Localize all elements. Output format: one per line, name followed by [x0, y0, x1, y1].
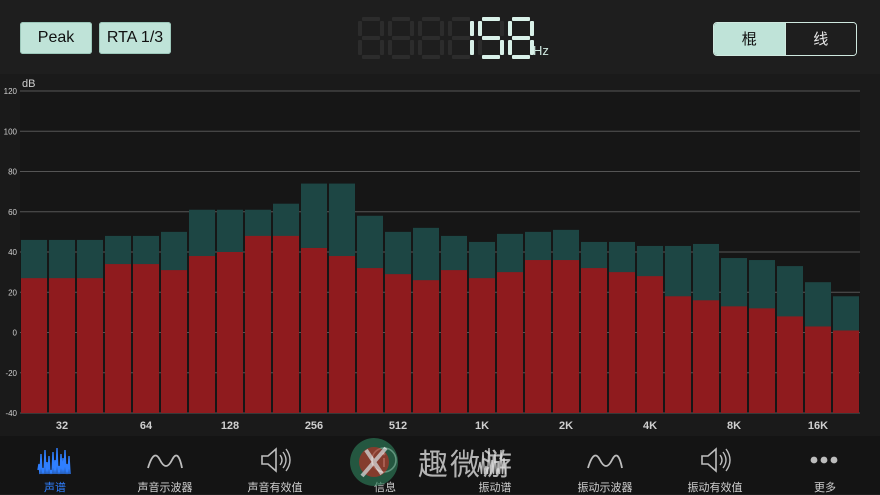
- level-bar: [665, 296, 691, 413]
- level-bar: [217, 252, 243, 413]
- level-bar: [749, 308, 775, 413]
- level-bar: [133, 264, 159, 413]
- waveform-icon: [587, 454, 623, 469]
- x-tick-label: 64: [140, 420, 153, 432]
- level-bar: [777, 316, 803, 413]
- x-tick-label: 256: [305, 420, 323, 432]
- frequency-digit: [478, 17, 504, 59]
- level-bar: [21, 278, 47, 413]
- level-bar: [273, 235, 299, 413]
- bar-mode-button[interactable]: 棍: [714, 23, 785, 55]
- level-bar: [245, 235, 271, 413]
- y-tick-label: 100: [4, 127, 18, 136]
- nav-tab-4[interactable]: 振动谱: [440, 436, 550, 494]
- level-bar: [385, 274, 411, 413]
- level-bar: [441, 270, 467, 413]
- level-bar: [189, 256, 215, 413]
- more-icon: [810, 456, 838, 464]
- level-bar: [329, 256, 355, 413]
- y-tick-label: -40: [5, 409, 17, 418]
- level-bar: [357, 268, 383, 413]
- watermark-text: 趣微游: [418, 448, 514, 483]
- waveform-icon: [147, 454, 183, 469]
- level-bar: [581, 268, 607, 413]
- level-bar: [497, 272, 523, 413]
- nav-tab-label: 振动示波器: [577, 481, 633, 494]
- y-tick-label: -20: [5, 369, 17, 378]
- frequency-digit: [388, 17, 414, 59]
- level-bar: [805, 326, 831, 413]
- frequency-display: [358, 17, 534, 59]
- x-tick-label: 512: [389, 420, 407, 432]
- level-bar: [301, 247, 327, 413]
- info-icon: [371, 447, 397, 473]
- nav-tab-label: 声音有效值: [247, 481, 303, 494]
- x-tick-label: 8K: [727, 420, 741, 432]
- x-tick-label: 1K: [475, 420, 489, 432]
- frequency-digit: [358, 17, 384, 59]
- y-tick-label: 80: [8, 168, 17, 177]
- level-bar: [525, 260, 551, 413]
- rta-button[interactable]: RTA 1/3: [99, 22, 171, 54]
- level-bar: [105, 264, 131, 413]
- nav-tab-6[interactable]: 振动有效值: [660, 436, 770, 494]
- level-bar: [413, 280, 439, 413]
- level-bar: [553, 260, 579, 413]
- level-bar: [49, 278, 75, 413]
- nav-tab-5[interactable]: 振动示波器: [550, 436, 660, 494]
- spectrum-icon: [37, 447, 71, 475]
- display-mode-toggle: 棍 线: [713, 22, 857, 56]
- level-bar: [469, 278, 495, 413]
- frequency-digit: [418, 17, 444, 59]
- nav-tab-label: 更多: [814, 481, 836, 494]
- level-bar: [721, 306, 747, 413]
- y-tick-label: 60: [8, 208, 17, 217]
- level-bar: [77, 278, 103, 413]
- y-tick-label: 20: [8, 288, 17, 297]
- level-bar: [161, 270, 187, 413]
- nav-tab-label: 振动有效值: [687, 481, 743, 494]
- level-bar: [693, 300, 719, 413]
- y-tick-label: 120: [4, 87, 18, 96]
- nav-tab-label: 声谱: [44, 481, 66, 494]
- y-tick-label: 0: [13, 329, 18, 338]
- frequency-digit: [448, 17, 474, 59]
- speaker-icon: [701, 447, 731, 473]
- spectrum-chart: dB -40 -20 0 20 40 60 80 100 120 32 64 128 256 512 1K 2K…: [0, 74, 880, 436]
- y-axis-label: dB: [22, 78, 35, 90]
- frequency-unit: Hz: [533, 43, 549, 58]
- frequency-digit: [508, 17, 534, 59]
- x-tick-label: 16K: [808, 420, 828, 432]
- level-bar: [609, 272, 635, 413]
- line-mode-button[interactable]: 线: [784, 23, 856, 55]
- top-toolbar: Peak RTA 1/3 Hz 棍 线: [0, 0, 880, 78]
- nav-tab-7[interactable]: 更多: [770, 436, 880, 494]
- x-tick-label: 2K: [559, 420, 573, 432]
- nav-tab-label: 声音示波器: [137, 481, 193, 494]
- x-tick-label: 4K: [643, 420, 657, 432]
- nav-tab-1[interactable]: 声音示波器: [110, 436, 220, 494]
- nav-tab-label: 振动谱: [478, 481, 512, 494]
- nav-tab-2[interactable]: 声音有效值: [220, 436, 330, 494]
- x-tick-label: 32: [56, 420, 68, 432]
- nav-tab-0[interactable]: 声谱: [0, 436, 110, 494]
- x-tick-label: 128: [221, 420, 239, 432]
- y-tick-label: 40: [8, 248, 17, 257]
- vibration-spectrum-icon: [477, 447, 507, 475]
- peak-button[interactable]: Peak: [20, 22, 92, 54]
- speaker-icon: [261, 447, 291, 473]
- level-bar: [833, 330, 859, 413]
- level-bar: [637, 276, 663, 413]
